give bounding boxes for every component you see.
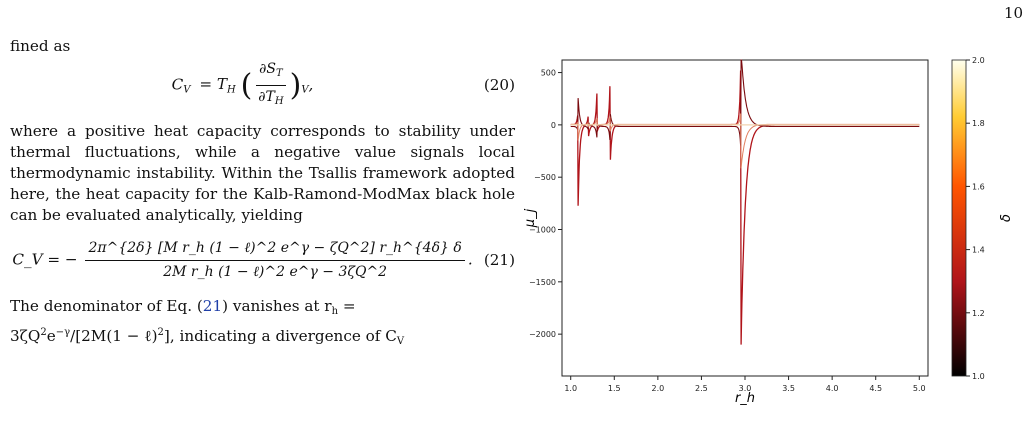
equation-number-20: (20)	[483, 75, 515, 94]
y-tick-label: −2000	[529, 330, 556, 339]
y-tick-label: 500	[541, 69, 556, 78]
x-tick-label: 4.0	[826, 384, 839, 393]
colorbar-tick-label: 1.6	[972, 182, 985, 191]
figure-mu-vs-rh: 1.0 1.5 2.0 2.5 3.0 3.5 4.0 4.5 5.0 500 0 −500 −100…	[520, 40, 1025, 440]
chart-svg: 1.0 1.5 2.0 2.5 3.0 3.5 4.0 4.5 5.0 500 0 −500 −100…	[523, 56, 1014, 406]
x-tick-label: 5.0	[913, 384, 926, 393]
equation-20: CV = TH (∂ST ∂TH)V, (20)	[171, 60, 515, 107]
equation-21: C_V = − 2π^{2δ} [M r_h (1 − ℓ)^2 e^γ − ζ…	[12, 239, 515, 280]
text-column: fined as CV = TH (∂ST ∂TH)V, (20) where a…	[10, 36, 515, 352]
series-curve	[570, 70, 920, 345]
x-tick-label: 1.5	[608, 384, 621, 393]
x-tick-label: 1.0	[564, 384, 577, 393]
paragraph-intro: fined as	[10, 37, 71, 55]
y-tick-label: 0	[551, 121, 556, 130]
y-tick-label: −500	[534, 173, 556, 182]
x-tick-label: 2.5	[695, 384, 708, 393]
y-tick-label: −1000	[529, 226, 556, 235]
equation-number-21: (21)	[483, 250, 515, 269]
colorbar-label: δ	[999, 214, 1014, 222]
plot-curves	[570, 59, 920, 345]
colorbar-tick-label: 1.0	[972, 372, 985, 381]
paragraph-heat-capacity: where a positive heat capacity correspon…	[10, 122, 515, 224]
paragraph-denominator: The denominator of Eq. (21) vanishes at …	[10, 297, 405, 347]
y-tick-label: −1500	[529, 278, 556, 287]
y-ticks: 500 0 −500 −1000 −1500 −2000	[529, 69, 562, 339]
x-tick-label: 3.0	[739, 384, 752, 393]
x-ticks: 1.0 1.5 2.0 2.5 3.0 3.5 4.0 4.5 5.0	[564, 376, 926, 393]
series-curve	[570, 59, 920, 146]
colorbar-ticks: 1.0 1.2 1.4 1.6 1.8 2.0	[966, 56, 985, 381]
colorbar-tick-label: 1.2	[972, 309, 985, 318]
x-tick-label: 4.5	[869, 384, 882, 393]
colorbar-tick-label: 1.4	[972, 246, 985, 255]
page-number: 10	[1004, 4, 1024, 22]
y-axis-label: μ_j	[523, 208, 538, 228]
colorbar-tick-label: 1.8	[972, 119, 985, 128]
colorbar-tick-label: 2.0	[972, 56, 985, 65]
eq-ref-21[interactable]: 21	[202, 297, 223, 315]
x-tick-label: 3.5	[782, 384, 795, 393]
series-curve	[570, 113, 920, 169]
colorbar	[951, 59, 967, 377]
x-axis-label: r_h	[735, 391, 755, 406]
x-tick-label: 2.0	[651, 384, 664, 393]
